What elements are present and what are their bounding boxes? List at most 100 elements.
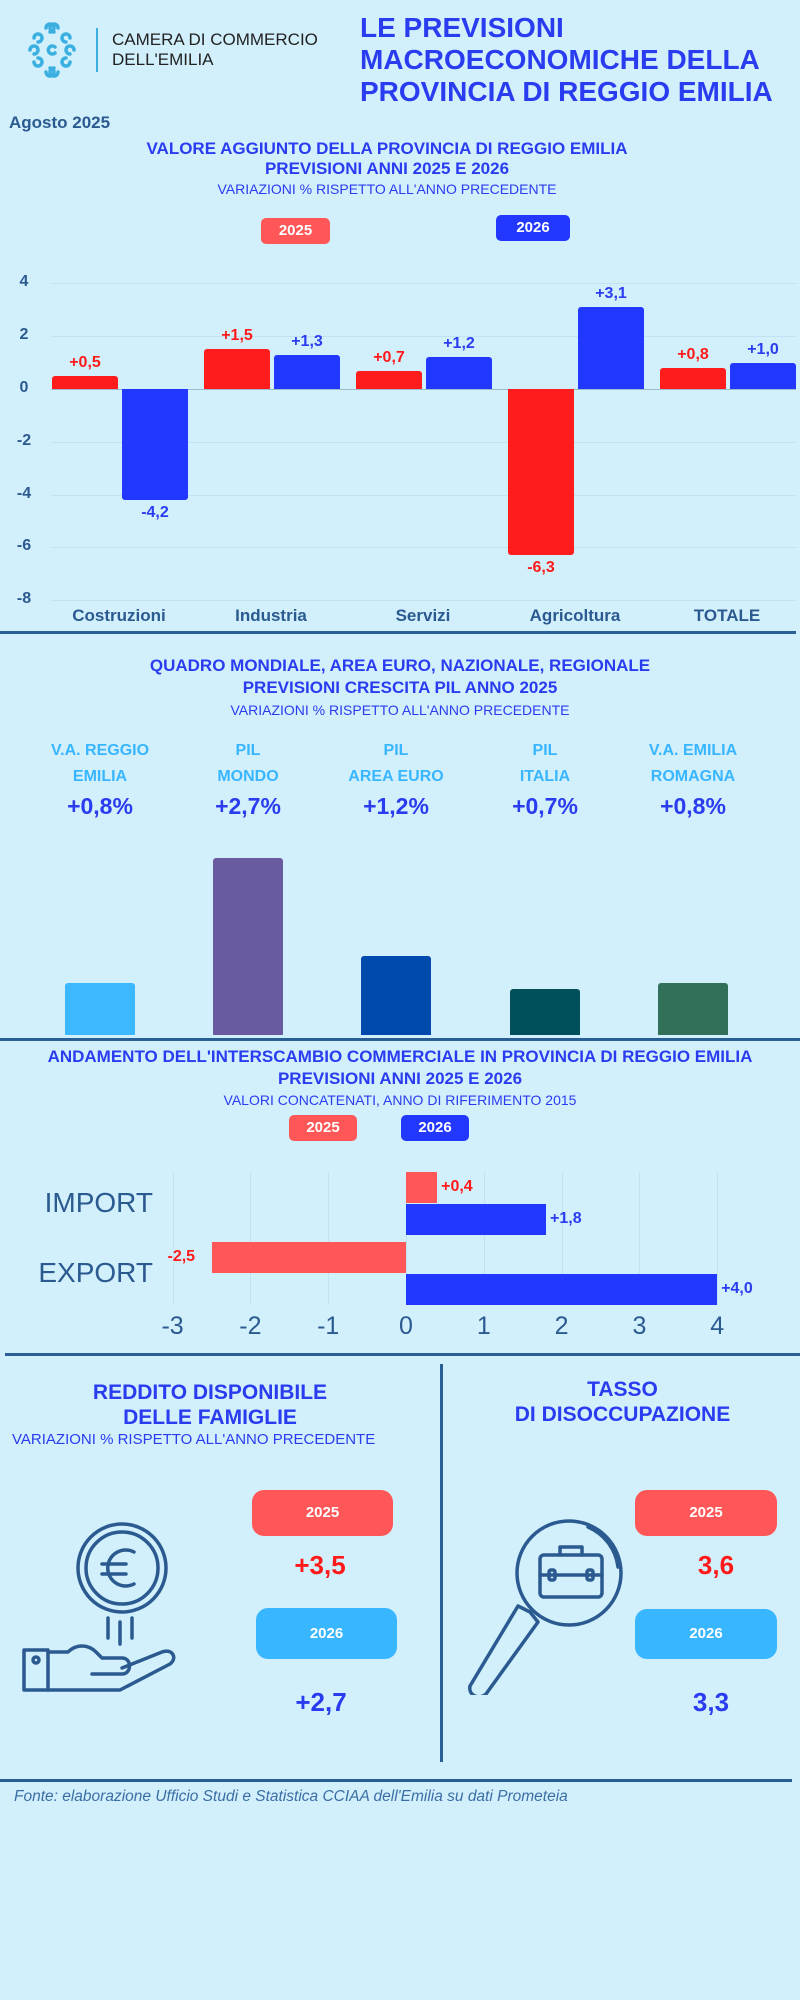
unemployment-title-line2: DI DISOCCUPAZIONE — [514, 1403, 731, 1426]
column-label: PIL — [235, 742, 261, 759]
column-value: +0,7% — [512, 793, 578, 819]
org-name-line1: CAMERA DI COMMERCIO — [112, 30, 318, 49]
gridline — [561, 1172, 563, 1305]
chart3-title2: PREVISIONI ANNI 2025 E 2026 — [277, 1069, 523, 1088]
bar — [65, 982, 135, 1035]
bar — [213, 857, 283, 1035]
column-label: ROMAGNA — [650, 768, 736, 785]
category-label: TOTALE — [693, 606, 761, 625]
income-value-2025: +3,5 — [294, 1550, 346, 1580]
gridline — [328, 1172, 330, 1305]
zero-axis — [51, 389, 796, 390]
column-value: +0,8% — [660, 793, 726, 819]
data-label: +1,2 — [443, 335, 475, 353]
category-label: EXPORT — [38, 1257, 153, 1288]
category-label: Agricoltura — [529, 606, 621, 625]
euro-coin-hand-icon — [20, 1520, 190, 1695]
data-label: +0,8 — [677, 345, 709, 363]
y-tick-label: 2 — [19, 326, 29, 344]
chart2-title2: PREVISIONI CRESCITA PIL ANNO 2025 — [242, 678, 558, 697]
section-divider — [0, 1038, 800, 1041]
legend-2026: 2026 — [496, 215, 570, 241]
income-title-line1: REDDITO DISPONIBILE — [92, 1381, 328, 1404]
page-title-line: LE PREVISIONI — [360, 12, 564, 43]
bar-2025 — [660, 367, 726, 389]
column-value: +0,8% — [67, 793, 133, 819]
gridline — [51, 494, 796, 496]
column-label: AREA EURO — [348, 768, 444, 785]
x-tick-label: 0 — [399, 1312, 413, 1340]
legend-2025: 2025 — [261, 218, 330, 244]
category-label: IMPORT — [44, 1187, 153, 1218]
unemployment-year-2025: 2025 — [635, 1490, 777, 1536]
report-date: Agosto 2025 — [9, 113, 111, 132]
y-tick-label: -2 — [16, 431, 32, 449]
data-label: -4,2 — [141, 503, 169, 521]
chart2-subtitle: VARIAZIONI % RISPETTO ALL'ANNO PRECEDENT… — [230, 702, 570, 718]
income-value-2026: +2,7 — [295, 1687, 347, 1717]
column-label: V.A. REGGIO — [50, 742, 150, 759]
page-title: LE PREVISIONI MACROECONOMICHE DELLA PROV… — [360, 12, 773, 108]
data-label: +4,0 — [721, 1280, 753, 1297]
y-tick-label: 4 — [19, 273, 29, 291]
gridline — [483, 1172, 485, 1305]
y-tick-label: -6 — [16, 537, 32, 555]
footer-divider — [0, 1779, 792, 1782]
chart1-title: VALORE AGGIUNTO DELLA PROVINCIA DI REGGI… — [146, 139, 628, 158]
org-name-line2: DELL'EMILIA — [112, 50, 214, 69]
column-label: PIL — [383, 742, 409, 759]
section-divider — [5, 1353, 800, 1356]
bar-2026 — [406, 1204, 547, 1235]
bar-2026 — [122, 389, 188, 500]
data-label: +1,0 — [747, 340, 779, 358]
legend-2025: 2025 — [289, 1115, 357, 1141]
bar-2025 — [52, 375, 118, 389]
unemployment-title: TASSO DI DISOCCUPAZIONE — [445, 1377, 800, 1427]
category-label: Servizi — [395, 606, 451, 625]
magnifier-briefcase-icon — [448, 1515, 628, 1699]
chart1-title2: PREVISIONI ANNI 2025 E 2026 — [264, 159, 510, 178]
column-label: PIL — [532, 742, 558, 759]
logo-divider — [96, 28, 98, 72]
income-title: REDDITO DISPONIBILE DELLE FAMIGLIE — [0, 1380, 420, 1430]
data-label: +1,5 — [221, 327, 253, 345]
data-label: +0,4 — [441, 1178, 473, 1195]
bar — [510, 989, 580, 1035]
bar-2025 — [508, 389, 574, 556]
y-tick-label: -4 — [16, 484, 32, 502]
column-label: MONDO — [217, 768, 279, 785]
data-label: -6,3 — [527, 559, 555, 577]
bar-2026 — [426, 357, 492, 389]
gridline — [639, 1172, 641, 1305]
bar-2026 — [274, 354, 340, 389]
bar — [361, 956, 431, 1035]
unemployment-value-2026: 3,3 — [692, 1687, 730, 1717]
y-tick-label: 0 — [19, 379, 29, 396]
x-tick-label: 1 — [476, 1312, 491, 1340]
bar-2025 — [356, 370, 422, 389]
data-label: +0,7 — [373, 348, 405, 366]
bar-2025 — [204, 349, 270, 389]
chart2-title: QUADRO MONDIALE, AREA EURO, NAZIONALE, R… — [149, 656, 651, 675]
column-value: +2,7% — [215, 793, 281, 819]
gridline — [406, 1172, 407, 1305]
bar-2026 — [730, 362, 796, 389]
income-year-2026: 2026 — [256, 1608, 397, 1659]
gridline — [51, 336, 796, 338]
section-divider — [0, 631, 796, 634]
chart1-subtitle: VARIAZIONI % RISPETTO ALL'ANNO PRECEDENT… — [217, 181, 557, 197]
x-tick-label: -3 — [161, 1312, 184, 1340]
data-label: +1,8 — [550, 1210, 582, 1227]
x-tick-label: -1 — [317, 1312, 340, 1340]
unemployment-title-line1: TASSO — [587, 1378, 658, 1401]
column-label: EMILIA — [72, 768, 128, 785]
source-note: Fonte: elaborazione Ufficio Studi e Stat… — [14, 1788, 568, 1805]
column-label: V.A. EMILIA — [648, 742, 738, 759]
gridline — [717, 1172, 719, 1305]
x-tick-label: -2 — [239, 1312, 262, 1340]
category-label: Costruzioni — [72, 606, 166, 625]
bar-2026 — [578, 307, 644, 389]
logo-icon — [24, 22, 80, 78]
data-label: +3,1 — [595, 285, 627, 303]
gridline — [51, 600, 796, 602]
